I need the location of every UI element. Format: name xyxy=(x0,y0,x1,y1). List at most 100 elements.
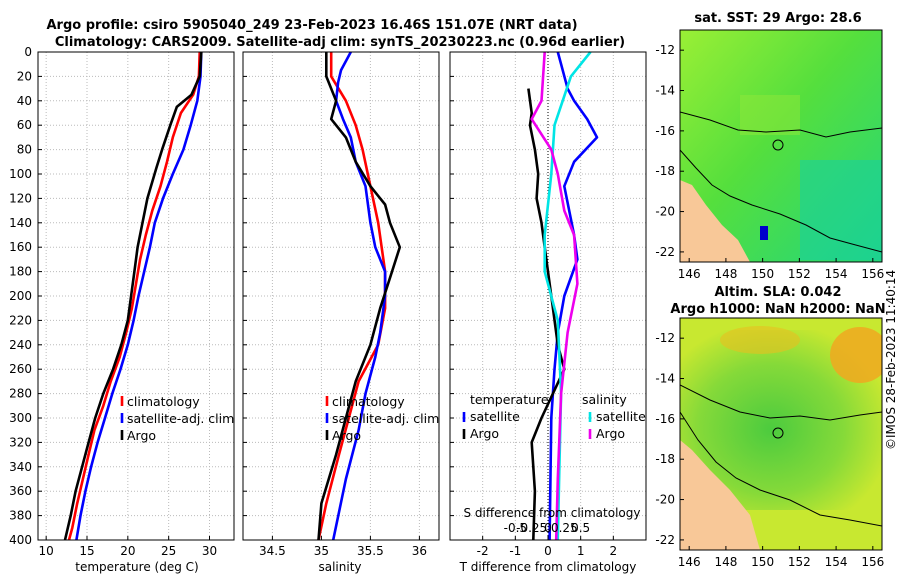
legend-label: Argo xyxy=(470,426,499,441)
y-tick-label: 180 xyxy=(9,265,32,279)
map-y-tick-label: -16 xyxy=(655,124,675,138)
y-tick-label: 200 xyxy=(9,289,32,303)
map-y-tick-label: -12 xyxy=(655,331,675,345)
x-tick-label: 15 xyxy=(79,544,94,558)
s-tick-label: 0.25 xyxy=(551,521,578,535)
sst-reef-contour xyxy=(680,111,882,138)
y-tick-label: 120 xyxy=(9,191,32,205)
watermark: ©IMOS 28-Feb-2023 11:40:14 xyxy=(884,270,898,450)
legend-title-salinity: salinity xyxy=(582,392,627,407)
y-tick-label: 360 xyxy=(9,484,32,498)
sst-land xyxy=(680,180,750,262)
x-tick-label: 1 xyxy=(577,544,585,558)
x-tick-label: 30 xyxy=(202,544,217,558)
y-tick-label: 160 xyxy=(9,240,32,254)
sst-map-ticks: 146 148 150 152 154 156 -12 -14 -16 -18 -20 -22 xyxy=(655,43,884,281)
x-tick-label: 10 xyxy=(39,544,54,558)
main-title-line1: Argo profile: csiro 5905040_249 23-Feb-2… xyxy=(46,18,577,33)
sst-map-title: sat. SST: 29 Argo: 28.6 xyxy=(694,11,861,26)
map-y-tick-label: -20 xyxy=(655,205,675,219)
map-x-tick-label: 150 xyxy=(751,267,774,281)
sla-land xyxy=(680,440,760,550)
sla-positive-anomaly xyxy=(830,327,882,383)
legend-label: Argo xyxy=(127,428,156,443)
sst-shelf-contour xyxy=(680,149,882,253)
sst-cool-patch xyxy=(800,160,882,260)
y-tick-label: 80 xyxy=(17,143,32,157)
series-line-s-argo xyxy=(530,51,579,541)
map-x-tick-label: 152 xyxy=(788,555,811,569)
series-line-climatology xyxy=(67,51,201,541)
axes-frame xyxy=(37,51,235,541)
map-x-tick-label: 156 xyxy=(861,267,884,281)
y-tick-label: 100 xyxy=(9,167,32,181)
map-y-tick-label: -18 xyxy=(655,164,675,178)
y-tick-label: 400 xyxy=(9,533,32,547)
temperature-panel: 10 15 20 25 30020406080100120140160180200220… xyxy=(9,45,235,558)
sst-cold-pixel xyxy=(760,226,768,240)
map-y-tick-label: -20 xyxy=(655,493,675,507)
x-tick-label: 35 xyxy=(314,544,329,558)
map-y-tick-label: -16 xyxy=(655,412,675,426)
legend-label: climatology xyxy=(127,394,200,409)
sla-map-title-line1: Altim. SLA: 0.042 xyxy=(715,285,842,300)
legend-label: satellite-adj. clim xyxy=(332,411,439,426)
y-tick-label: 320 xyxy=(9,435,32,449)
legend-label: climatology xyxy=(332,394,405,409)
sla-shelf-contour xyxy=(680,411,882,527)
main-title-line2: Climatology: CARS2009. Satellite-adj cli… xyxy=(55,35,625,50)
map-x-tick-label: 146 xyxy=(678,267,701,281)
sst-argo-marker xyxy=(772,139,784,151)
x-tick-label: -2 xyxy=(477,544,489,558)
sla-positive-anomaly-2 xyxy=(720,326,800,354)
x-tick-label: -1 xyxy=(509,544,521,558)
salinity-xlabel: salinity xyxy=(318,560,361,574)
series-line-argo xyxy=(317,52,402,541)
map-y-tick-label: -12 xyxy=(655,43,675,57)
sst-warm-patch xyxy=(740,95,800,135)
difference-panel: -2 -1 0 1 2 temperature salinity satellite Argo s… xyxy=(449,51,647,558)
map-y-tick-label: -18 xyxy=(655,452,675,466)
temperature-xlabel: temperature (deg C) xyxy=(75,560,198,574)
x-tick-label: 25 xyxy=(161,544,176,558)
s-tick-label: 0 xyxy=(544,521,552,535)
sst-map-frame xyxy=(679,29,883,263)
sla-argo-marker xyxy=(772,427,784,439)
map-x-tick-label: 146 xyxy=(678,555,701,569)
series-line-satellite-adj-clim xyxy=(331,51,387,541)
y-tick-label: 20 xyxy=(17,69,32,83)
y-tick-label: 280 xyxy=(9,387,32,401)
y-tick-label: 220 xyxy=(9,313,32,327)
legend-label: Argo xyxy=(332,428,361,443)
legend-label: satellite xyxy=(596,409,646,424)
x-tick-label: 20 xyxy=(120,544,135,558)
map-y-tick-label: -22 xyxy=(655,245,675,259)
series-line-argo xyxy=(63,51,203,541)
s-tick-label: 0.5 xyxy=(571,521,590,535)
legend-label: Argo xyxy=(596,426,625,441)
series-line-t-satellite xyxy=(548,51,599,541)
y-tick-label: 240 xyxy=(9,338,32,352)
diff-xlabel-t: T difference from climatology xyxy=(459,560,637,574)
y-tick-label: 380 xyxy=(9,509,32,523)
x-tick-label: 35.5 xyxy=(357,544,384,558)
legend-label: satellite xyxy=(470,409,520,424)
map-x-tick-label: 148 xyxy=(714,555,737,569)
x-tick-label: 34.5 xyxy=(259,544,286,558)
salinity-panel: 34.5 35 35.5 36 climatology satellite-adj. cl… xyxy=(242,51,440,558)
series-line-satellite-adj-clim xyxy=(75,51,203,541)
map-y-tick-label: -14 xyxy=(655,372,675,386)
sla-map-ticks: 146 148 150 152 154 156 -12 -14 -16 -18 -20 -22 xyxy=(655,331,884,569)
sla-map-frame xyxy=(679,317,883,551)
map-x-tick-label: 150 xyxy=(751,555,774,569)
sst-map: 146 148 150 152 154 156 -12 -14 -16 -18 -20 -22 xyxy=(655,29,884,281)
sla-map-title-line2: Argo h1000: NaN h2000: NaN xyxy=(670,302,885,317)
s-tick-label: -0.5 xyxy=(504,521,527,535)
y-tick-label: 60 xyxy=(17,118,32,132)
sla-map: 146 148 150 152 154 156 -12 -14 -16 -18 -20 -22 xyxy=(655,317,884,569)
y-tick-label: 140 xyxy=(9,216,32,230)
map-y-tick-label: -14 xyxy=(655,84,675,98)
sla-reef-contour xyxy=(680,384,882,421)
y-tick-label: 260 xyxy=(9,362,32,376)
